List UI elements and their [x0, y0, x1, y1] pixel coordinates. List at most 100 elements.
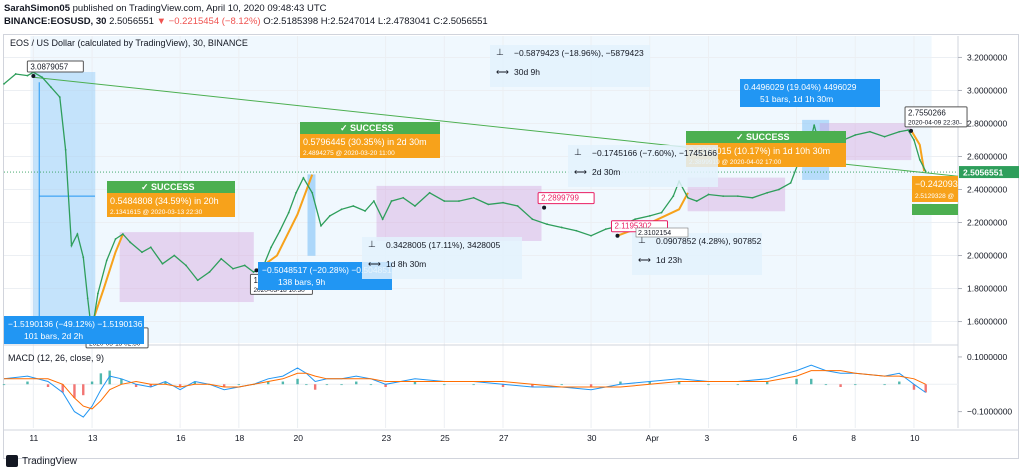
- chart-frame: [3, 34, 1019, 459]
- price-point: [789, 181, 792, 184]
- price-point: [736, 195, 739, 198]
- macd-histogram-bar: [883, 384, 886, 386]
- macd-histogram-bar: [266, 381, 270, 385]
- price-point: [531, 218, 534, 221]
- price-point: [390, 200, 393, 202]
- price-point: [149, 246, 152, 249]
- macd-line: [3, 364, 926, 418]
- price-label-time: 2020-04-09 22:30: [908, 119, 960, 126]
- price-point: [295, 191, 297, 194]
- price-point: [161, 262, 164, 265]
- measure-label-line2: 51 bars, 1d 1h 30m: [760, 94, 833, 104]
- macd-histogram-bar: [795, 378, 798, 385]
- price-point: [883, 135, 886, 138]
- y-tick-label: 3.2000000: [967, 52, 1007, 62]
- projection-curve: [91, 233, 124, 324]
- signal-card-line2: 2.3899919 @ 2020-04-02 17:00: [689, 159, 782, 166]
- price-point: [502, 201, 504, 204]
- price-label-dot: [615, 233, 620, 238]
- price-point: [287, 211, 290, 214]
- price-label-box: [904, 106, 968, 128]
- price-point: [121, 233, 124, 235]
- price-point: [311, 191, 314, 194]
- price-point: [50, 86, 52, 89]
- price-point: [604, 228, 607, 231]
- brand-name: TradingView: [22, 455, 78, 467]
- price-point: [402, 196, 405, 199]
- price-point: [660, 211, 663, 214]
- price-point: [232, 267, 234, 270]
- price-point: [328, 215, 331, 217]
- measure-label-line1: −0.5048517 (−20.28%) −0.5048517: [262, 265, 397, 275]
- duration-icon: ⟷: [574, 167, 587, 177]
- price-point: [372, 200, 375, 202]
- y-tick-label: 1.6000000: [967, 317, 1007, 327]
- macd-histogram-bar: [472, 384, 475, 386]
- macd-histogram-bar: [824, 384, 828, 386]
- macd-histogram-bar: [26, 381, 29, 385]
- price-point: [854, 134, 857, 136]
- macd-histogram-bar: [560, 384, 563, 386]
- price-point: [97, 292, 99, 295]
- macd-histogram-bar: [340, 384, 343, 386]
- price-point: [687, 196, 689, 199]
- price-point: [352, 205, 355, 207]
- signal-card-line2: 2.1341615 @ 2020-03-13 22:30: [110, 209, 203, 216]
- price-point: [279, 229, 281, 232]
- macd-histogram-bar: [82, 384, 85, 396]
- macd-histogram-bar: [369, 384, 373, 386]
- x-tick-label: 18: [235, 433, 245, 443]
- info-box-line1: 0.0907852 (4.28%), 907852: [656, 236, 762, 246]
- price-point: [302, 177, 305, 179]
- price-point: [196, 279, 199, 282]
- price-point: [208, 271, 211, 273]
- x-tick-label: 27: [499, 433, 509, 443]
- macd-histogram-bar: [90, 381, 94, 385]
- info-box: [362, 237, 522, 279]
- macd-histogram-bar: [296, 378, 299, 385]
- signal-card-line2: 2.4894275 @ 2020-03-20 11:00: [303, 150, 395, 157]
- price-point: [560, 226, 563, 229]
- x-tick-label: Apr: [646, 433, 659, 443]
- macd-histogram-bar: [854, 384, 857, 386]
- price-point: [458, 200, 460, 202]
- price-point: [270, 246, 273, 249]
- price-series-line: [3, 71, 927, 325]
- projection-curve: [910, 129, 926, 172]
- macd-tick-label: −0.1000000: [967, 407, 1012, 417]
- ohlc-values: O:2.5185398 H:2.5247014 L:2.4783041 C:2.…: [263, 16, 488, 27]
- info-box: [568, 145, 718, 187]
- success-banner: [107, 181, 235, 193]
- symbol-line: BINANCE:EOSUSD, 30 2.5056551 ▼ −0.221545…: [4, 16, 488, 27]
- success-banner-text: ✓ SUCCESS: [340, 123, 394, 133]
- info-box-line2: 30d 9h: [514, 67, 540, 77]
- last-price-tag: [959, 166, 1019, 179]
- macd-histogram-bar: [912, 384, 916, 390]
- symbol: BINANCE:EOSUSD, 30: [4, 16, 107, 27]
- price-point: [766, 191, 769, 194]
- macd-tick-label: 0.1000000: [967, 352, 1007, 362]
- last-price: 2.5056551: [109, 16, 154, 27]
- range-icon: ⊥: [574, 147, 582, 157]
- macd-histogram-bar: [707, 384, 710, 386]
- success-banner: [686, 131, 846, 143]
- range-icon: ⊥: [496, 47, 504, 57]
- price-point: [76, 233, 79, 235]
- price-point: [722, 195, 725, 198]
- price-label-dot: [254, 268, 259, 273]
- x-tick-label: 8: [851, 433, 856, 443]
- info-box-line1: −0.5879423 (−18.96%), −5879423: [514, 48, 644, 58]
- x-tick-label: 20: [294, 433, 304, 443]
- publish-info: published on TradingView.com, April 10, …: [72, 3, 327, 14]
- macd-histogram-bar: [46, 384, 50, 387]
- measure-range-box: [33, 72, 96, 329]
- tradingview-logo[interactable]: TradingView: [6, 455, 77, 467]
- price-label: 2.2899799: [541, 194, 579, 203]
- partial-price-label: 2.3102154: [638, 230, 671, 237]
- price-point: [70, 244, 73, 247]
- duration-icon: ⟷: [368, 259, 381, 269]
- macd-histogram-bar: [325, 384, 329, 386]
- measure-label-line1: 0.4496029 (19.04%) 4496029: [744, 82, 857, 92]
- price-point: [634, 218, 637, 221]
